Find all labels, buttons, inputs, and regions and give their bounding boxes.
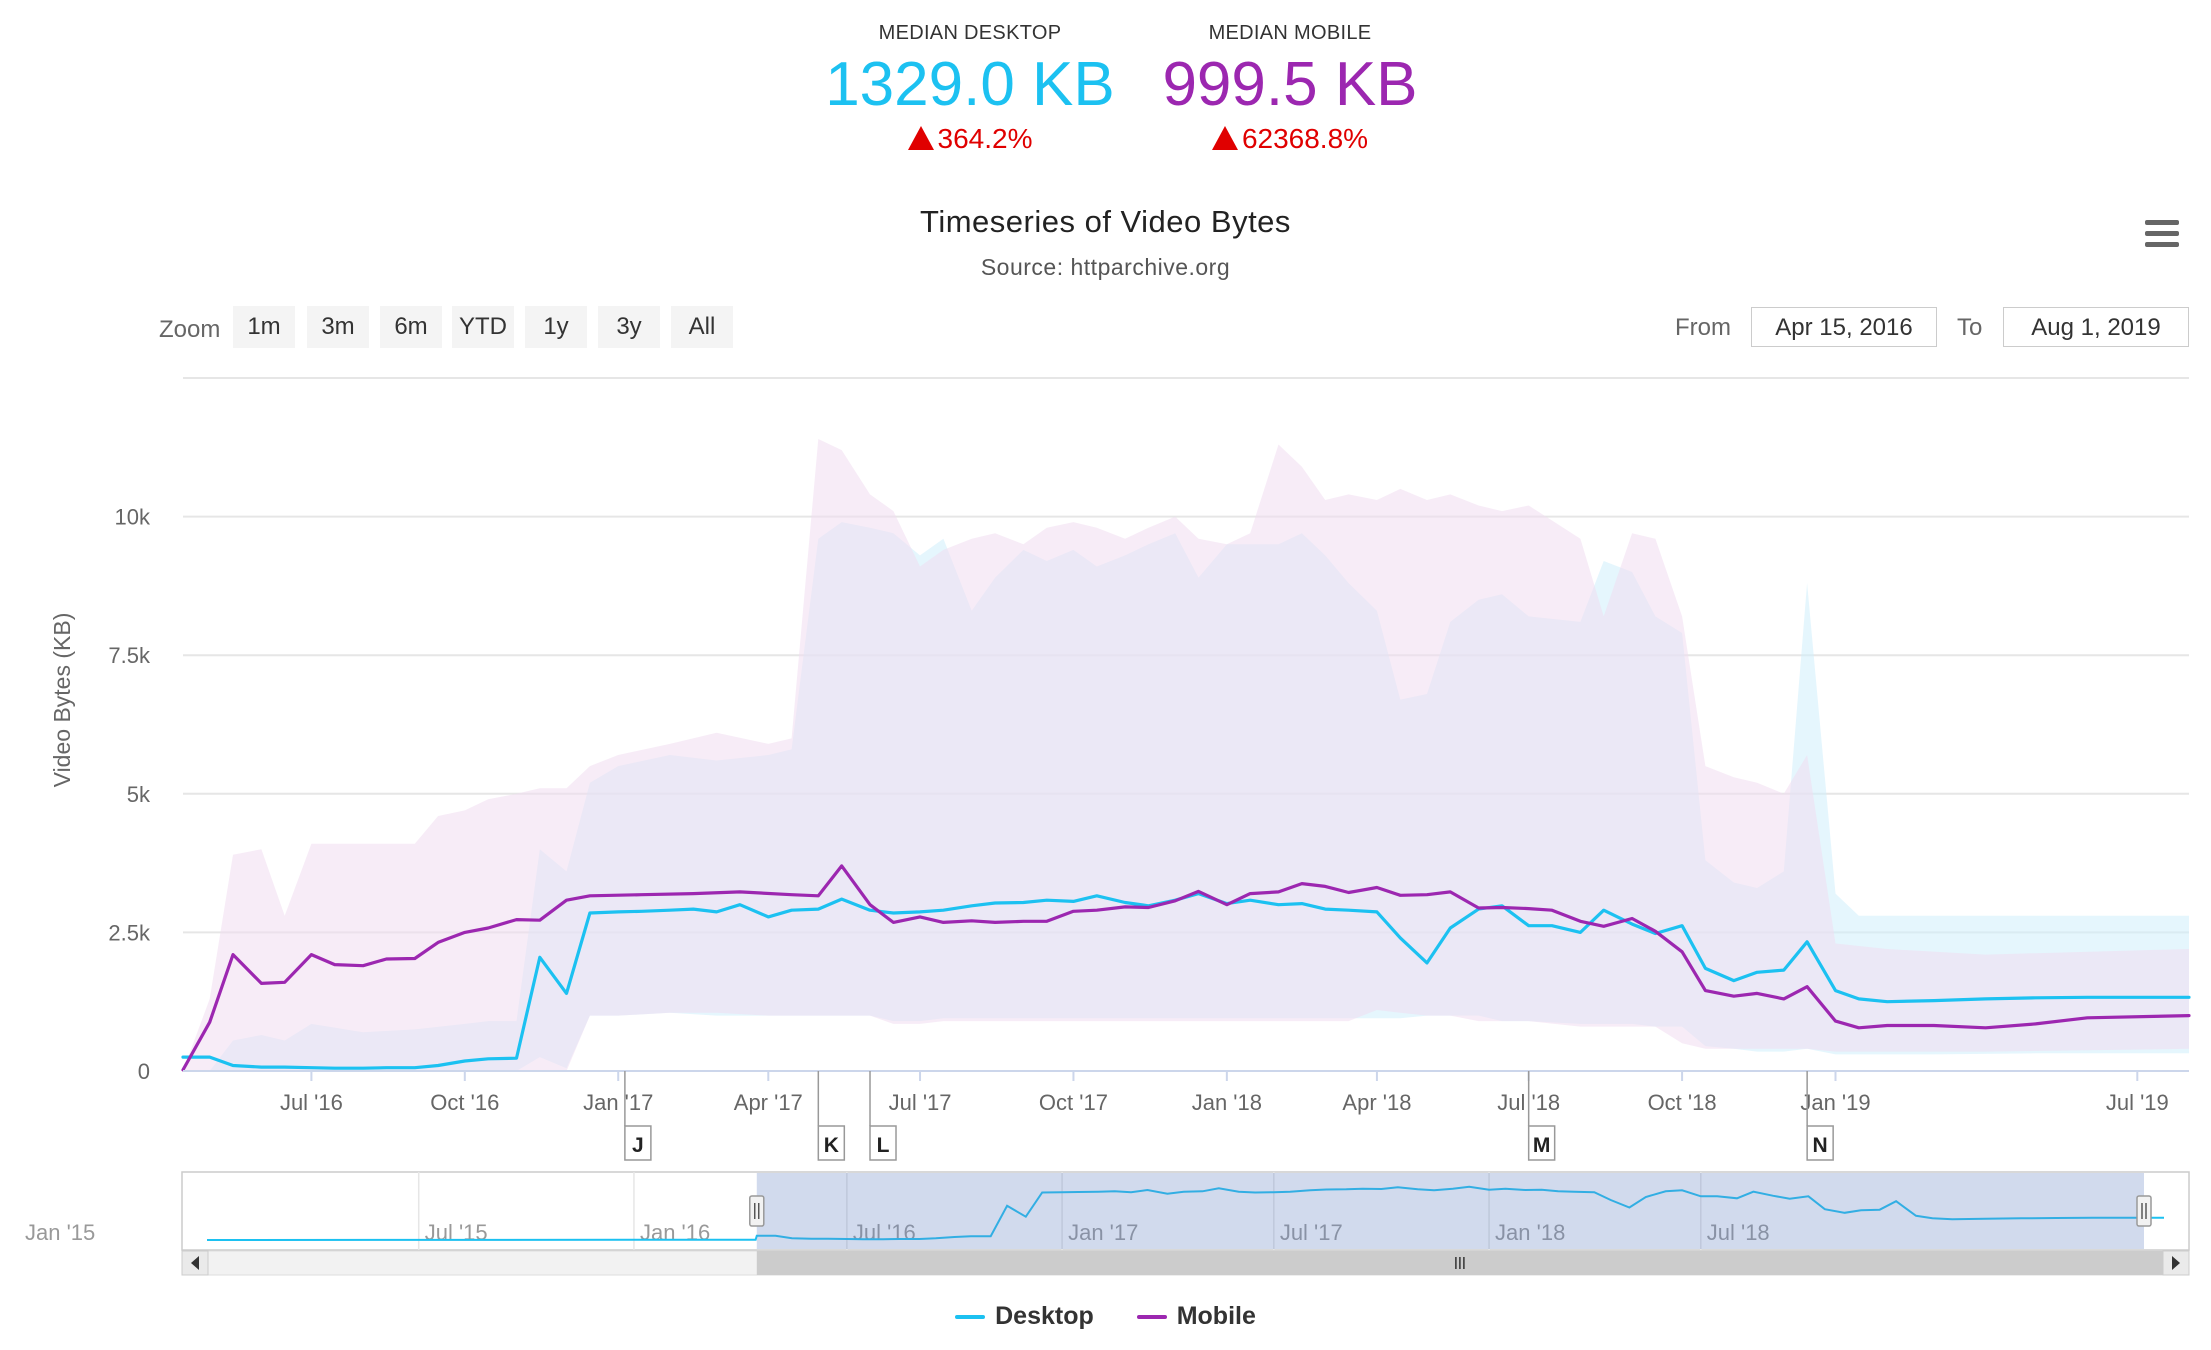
y-tick-label: 0 bbox=[138, 1059, 150, 1084]
median-desktop-change-value: 364.2% bbox=[937, 123, 1033, 154]
x-tick-label: Jul '19 bbox=[2106, 1090, 2169, 1115]
navigator-tick-label: Jan '16 bbox=[640, 1220, 710, 1245]
from-date-input[interactable]: Apr 15, 2016 bbox=[1751, 307, 1937, 347]
zoom-1m-button[interactable]: 1m bbox=[233, 306, 295, 348]
flag-label: L bbox=[877, 1134, 890, 1157]
scrollbar[interactable] bbox=[181, 1250, 2190, 1276]
flag-label: K bbox=[824, 1134, 839, 1157]
zoom-3y-button[interactable]: 3y bbox=[598, 306, 660, 348]
chevron-right-icon bbox=[2172, 1256, 2180, 1270]
flag-label: N bbox=[1813, 1134, 1828, 1157]
zoom-ytd-button[interactable]: YTD bbox=[452, 306, 514, 348]
mobile-series-line bbox=[181, 864, 2191, 1072]
navigator-tick-label: Jan '17 bbox=[1068, 1220, 1138, 1245]
desktop-series-line bbox=[181, 891, 2191, 1070]
hamburger-menu-icon[interactable] bbox=[2145, 220, 2179, 250]
flag-label: J bbox=[632, 1134, 644, 1157]
navigator-tick-label: Jan '18 bbox=[1495, 1220, 1565, 1245]
navigator[interactable]: Jul '15 Jan '16 Jul '16 Jan '17 Jul '17 Jan '… bbox=[181, 1171, 2190, 1251]
y-tick-label: 7.5k bbox=[108, 643, 151, 668]
flag-box bbox=[1527, 1125, 1556, 1161]
x-tick-label: Apr '18 bbox=[1342, 1090, 1411, 1115]
legend-item-desktop[interactable]: Desktop bbox=[955, 1302, 1094, 1331]
legend-label-desktop: Desktop bbox=[995, 1302, 1094, 1330]
navigator-tick-label: Jul '17 bbox=[1280, 1220, 1343, 1245]
from-label: From bbox=[1675, 314, 1731, 341]
median-desktop-stat: MEDIAN DESKTOP 1329.0 KB 364.2% bbox=[820, 22, 1120, 155]
x-tick-label: Jan '18 bbox=[1192, 1090, 1262, 1115]
flag-box bbox=[1806, 1125, 1834, 1161]
x-tick-label: Jan '19 bbox=[1800, 1090, 1870, 1115]
flags: J K L M N bbox=[624, 1071, 1834, 1161]
navigator-tick-label: Jul '15 bbox=[425, 1220, 488, 1245]
x-tick-label: Oct '18 bbox=[1648, 1090, 1717, 1115]
zoom-all-button[interactable]: All bbox=[671, 306, 733, 348]
y-tick-label: 10k bbox=[115, 505, 151, 530]
x-tick-label: Oct '17 bbox=[1039, 1090, 1108, 1115]
navigator-series-line bbox=[206, 1185, 2164, 1241]
legend-swatch-desktop bbox=[955, 1315, 986, 1320]
median-desktop-value: 1329.0 KB bbox=[825, 50, 1115, 119]
chart-title: Timeseries of Video Bytes bbox=[920, 204, 1291, 239]
x-tick-label: Jul '17 bbox=[889, 1090, 952, 1115]
flag-box bbox=[624, 1125, 652, 1161]
flag-box bbox=[817, 1125, 846, 1161]
chart-subtitle: Source: httparchive.org bbox=[980, 254, 1231, 280]
navigator-tick-label: Jul '18 bbox=[1707, 1220, 1770, 1245]
flag-box bbox=[869, 1125, 897, 1161]
up-triangle-icon bbox=[1211, 126, 1238, 150]
x-tick-label: Jan '17 bbox=[583, 1090, 653, 1115]
x-tick-label: Jul '16 bbox=[280, 1090, 343, 1115]
zoom-label: Zoom bbox=[159, 316, 221, 343]
median-mobile-change: 62368.8% bbox=[1140, 123, 1440, 155]
navigator-left-handle bbox=[749, 1195, 765, 1227]
median-desktop-change: 364.2% bbox=[820, 123, 1120, 155]
legend-item-mobile[interactable]: Mobile bbox=[1136, 1302, 1256, 1331]
flag-label: M bbox=[1533, 1134, 1551, 1157]
navigator-selection bbox=[756, 1173, 2144, 1249]
summary-stats: MEDIAN DESKTOP 1329.0 KB 364.2% MEDIAN M… bbox=[0, 0, 2211, 170]
median-mobile-label: MEDIAN MOBILE bbox=[1208, 22, 1372, 44]
mobile-range-band bbox=[183, 439, 2189, 1071]
to-label: To bbox=[1957, 314, 1983, 341]
legend: Desktop Mobile bbox=[0, 1302, 2211, 1331]
range-bands bbox=[183, 439, 2189, 1071]
zoom-3m-button[interactable]: 3m bbox=[307, 306, 369, 348]
navigator-edge-label: Jan '15 bbox=[25, 1220, 95, 1245]
series-lines bbox=[181, 864, 2191, 1072]
chevron-left-icon bbox=[191, 1256, 199, 1270]
x-tick-label: Apr '17 bbox=[734, 1090, 803, 1115]
zoom-6m-button[interactable]: 6m bbox=[380, 306, 442, 348]
navigator-tick-label: Jul '16 bbox=[853, 1220, 916, 1245]
median-mobile-value: 999.5 KB bbox=[1162, 50, 1418, 119]
y-tick-label: 5k bbox=[127, 782, 151, 807]
legend-label-mobile: Mobile bbox=[1176, 1302, 1256, 1330]
legend-swatch-mobile bbox=[1136, 1315, 1167, 1320]
axes: 0 2.5k 5k 7.5k 10k Jul '16 Oct '16 Jan '17 Apr '… bbox=[108, 505, 2189, 1115]
median-desktop-label: MEDIAN DESKTOP bbox=[878, 22, 1062, 44]
zoom-1y-button[interactable]: 1y bbox=[525, 306, 587, 348]
up-triangle-icon bbox=[907, 126, 934, 150]
navigator-right-handle bbox=[2136, 1195, 2152, 1227]
y-axis-label: Video Bytes (KB) bbox=[49, 613, 75, 788]
median-mobile-stat: MEDIAN MOBILE 999.5 KB 62368.8% bbox=[1140, 22, 1440, 155]
y-tick-label: 2.5k bbox=[108, 920, 151, 945]
to-date-input[interactable]: Aug 1, 2019 bbox=[2003, 307, 2189, 347]
x-tick-label: Oct '16 bbox=[430, 1090, 499, 1115]
median-mobile-change-value: 62368.8% bbox=[1241, 123, 1369, 154]
